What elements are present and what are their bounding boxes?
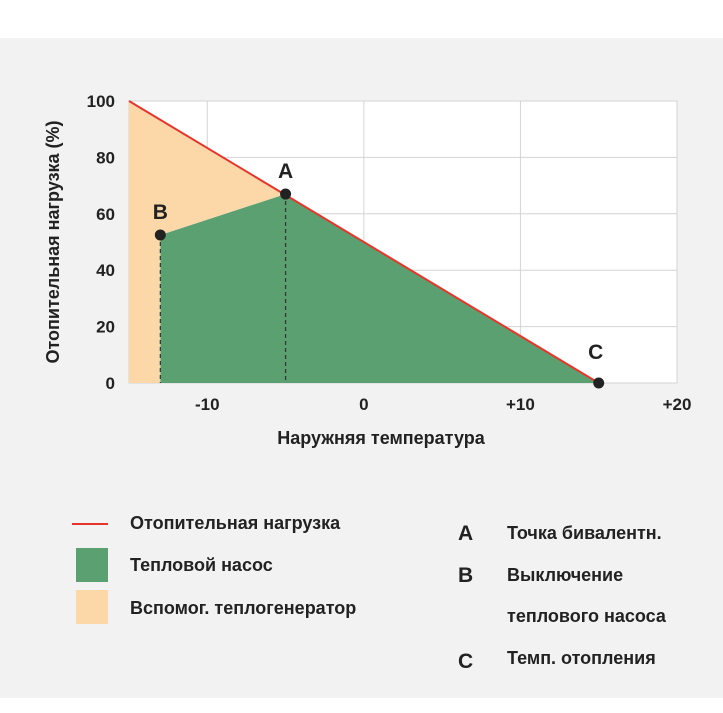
- legend-swatch-heat-pump: [76, 548, 108, 582]
- point-legend-desc-b-line1: Выключение: [507, 565, 624, 585]
- point-a: [280, 188, 292, 200]
- chart-points: A B C: [153, 160, 605, 389]
- legend-swatch-aux: [76, 590, 108, 624]
- x-tick-label: +10: [506, 395, 535, 414]
- y-tick-label: 100: [87, 92, 115, 111]
- legend-label-aux: Вспомог. теплогенератор: [130, 598, 357, 618]
- point-legend-desc-c: Темп. отопления: [507, 648, 656, 668]
- x-tick-label: +20: [663, 395, 692, 414]
- y-tick-label: 60: [96, 205, 115, 224]
- point-legend-letter-b: B: [458, 564, 474, 587]
- tick-labels: 0 20 40 60 80 100 -10 0 +10 +20: [87, 92, 692, 414]
- point-label-a: A: [278, 160, 293, 183]
- point-legend-desc-a: Точка бивалентн.: [507, 523, 662, 543]
- y-tick-label: 20: [96, 318, 115, 337]
- y-tick-label: 0: [106, 374, 115, 393]
- x-tick-label: -10: [195, 395, 220, 414]
- point-legend-letter-a: A: [458, 522, 474, 545]
- legend-line-swatch: [72, 523, 108, 525]
- y-tick-label: 80: [96, 148, 115, 167]
- point-legend-desc-b-line2: теплового насоса: [507, 606, 666, 626]
- series-line-load: [128, 100, 600, 384]
- point-label-b: B: [153, 201, 168, 224]
- lines: [128, 100, 600, 384]
- point-label-c: C: [588, 341, 603, 364]
- x-tick-label: 0: [359, 395, 368, 414]
- legend-label-load: Отопительная нагрузка: [130, 513, 341, 533]
- y-axis-title: Отопительная нагрузка (%): [43, 120, 63, 363]
- legend-label-heat-pump: Тепловой насос: [130, 555, 273, 575]
- point-c: [593, 377, 605, 389]
- y-tick-label: 40: [96, 261, 115, 280]
- area-heat-pump: [160, 194, 599, 383]
- point-legend-letter-c: C: [458, 650, 474, 673]
- point-b: [154, 229, 166, 241]
- x-axis-title: Наружняя температура: [277, 428, 485, 448]
